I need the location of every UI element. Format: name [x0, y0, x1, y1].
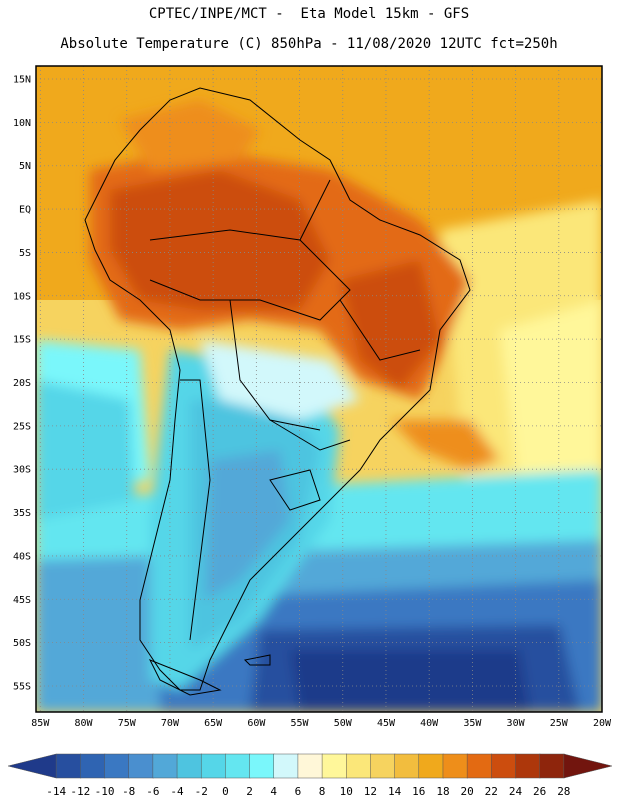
lat-label: 15S: [13, 335, 31, 346]
colorbar-swatch: [370, 753, 396, 779]
colorbar-label: 24: [509, 785, 523, 798]
lat-label: 10S: [13, 291, 31, 302]
colorbar-label: 26: [533, 785, 546, 798]
lat-label: 10N: [13, 118, 31, 129]
lat-label: 20S: [13, 378, 31, 389]
lon-label: 50W: [334, 718, 353, 729]
colorbar-label: 0: [222, 785, 229, 798]
colorbar-swatch: [394, 753, 420, 779]
colorbar-label: 12: [364, 785, 377, 798]
lat-label: 30S: [13, 465, 31, 476]
colorbar-label: -14: [46, 785, 66, 798]
colorbar-label: -10: [95, 785, 115, 798]
lat-label: 55S: [13, 681, 31, 692]
colorbar-swatch: [491, 753, 517, 779]
colorbar-label: 16: [412, 785, 425, 798]
lat-label: 40S: [13, 551, 31, 562]
colorbar-label: 4: [270, 785, 277, 798]
lon-label: 25W: [550, 718, 569, 729]
lon-label: 85W: [31, 718, 50, 729]
lon-label: 70W: [161, 718, 180, 729]
lon-label: 65W: [204, 718, 223, 729]
coastlines: [84, 87, 471, 696]
colorbar-label: 8: [319, 785, 326, 798]
lat-label: 50S: [13, 638, 31, 649]
lat-label: 35S: [13, 508, 31, 519]
colorbar-swatch: [128, 753, 154, 779]
lat-label: 5N: [19, 161, 31, 172]
colorbar-swatch: [273, 753, 299, 779]
lon-label: 40W: [420, 718, 439, 729]
colorbar-label: 6: [295, 785, 302, 798]
latitude-labels: 15N 10N 5N EQ 5S 10S 15S 20S 25S 30S 35S 40S 45S 50S 5…: [13, 75, 31, 693]
lon-label: 80W: [74, 718, 93, 729]
colorbar-label: -12: [70, 785, 90, 798]
colorbar-swatch: [249, 753, 275, 779]
colorbar-swatch: [346, 753, 372, 779]
map-title-line-1: CPTEC/INPE/MCT - Eta Model 15km - GFS: [148, 6, 470, 22]
lon-label: 45W: [377, 718, 396, 729]
colorbar-swatch: [80, 753, 106, 779]
lon-label: 20W: [593, 718, 612, 729]
colorbar-label: -4: [170, 785, 184, 798]
lon-label: 75W: [118, 718, 137, 729]
colorbar-swatch: [321, 753, 348, 779]
temperature-field: [36, 66, 602, 712]
colorbar-swatch: [563, 753, 613, 779]
colorbar-label: 28: [557, 785, 570, 798]
colorbar-swatch: [104, 753, 130, 779]
colorbar-label: 2: [246, 785, 253, 798]
lat-label: 5S: [19, 248, 31, 259]
colorbar-swatch: [176, 753, 202, 779]
map-frame: [35, 65, 603, 713]
longitude-labels: 85W 80W 75W 70W 65W 60W 55W 50W 45W 40W 35W 30W 25W 2…: [31, 718, 612, 729]
lat-label: 15N: [13, 75, 31, 86]
lon-label: 55W: [291, 718, 310, 729]
colorbar-swatch: [515, 753, 541, 779]
colorbar-label: 20: [461, 785, 474, 798]
colorbar: -14 -12 -10 -8 -6 -4 -2 0 2 4 6 8 10 12 14 16 18 20 22 24 26…: [7, 753, 613, 798]
colorbar-label: 10: [340, 785, 353, 798]
colorbar-swatch: [442, 753, 468, 779]
lon-label: 35W: [463, 718, 482, 729]
colorbar-swatch: [225, 753, 251, 779]
colorbar-label: -6: [146, 785, 159, 798]
colorbar-swatch: [539, 753, 565, 779]
colorbar-swatch: [466, 753, 493, 779]
lon-label: 30W: [507, 718, 526, 729]
colorbar-label: 22: [485, 785, 498, 798]
lat-label: EQ: [19, 205, 31, 216]
lon-label: 60W: [247, 718, 266, 729]
colorbar-swatch: [200, 753, 227, 779]
colorbar-label: -2: [195, 785, 208, 798]
colorbar-label: -8: [122, 785, 135, 798]
map-title-line-2: Absolute Temperature (C) 850hPa - 11/08/…: [60, 36, 558, 52]
colorbar-swatch: [55, 753, 82, 779]
lat-label: 25S: [13, 421, 31, 432]
colorbar-label: 18: [436, 785, 449, 798]
colorbar-swatch: [7, 753, 57, 779]
lat-label: 45S: [13, 595, 31, 606]
colorbar-swatch: [152, 753, 178, 779]
colorbar-label: 14: [388, 785, 402, 798]
colorbar-swatch: [418, 753, 444, 779]
colorbar-swatch: [297, 753, 323, 779]
